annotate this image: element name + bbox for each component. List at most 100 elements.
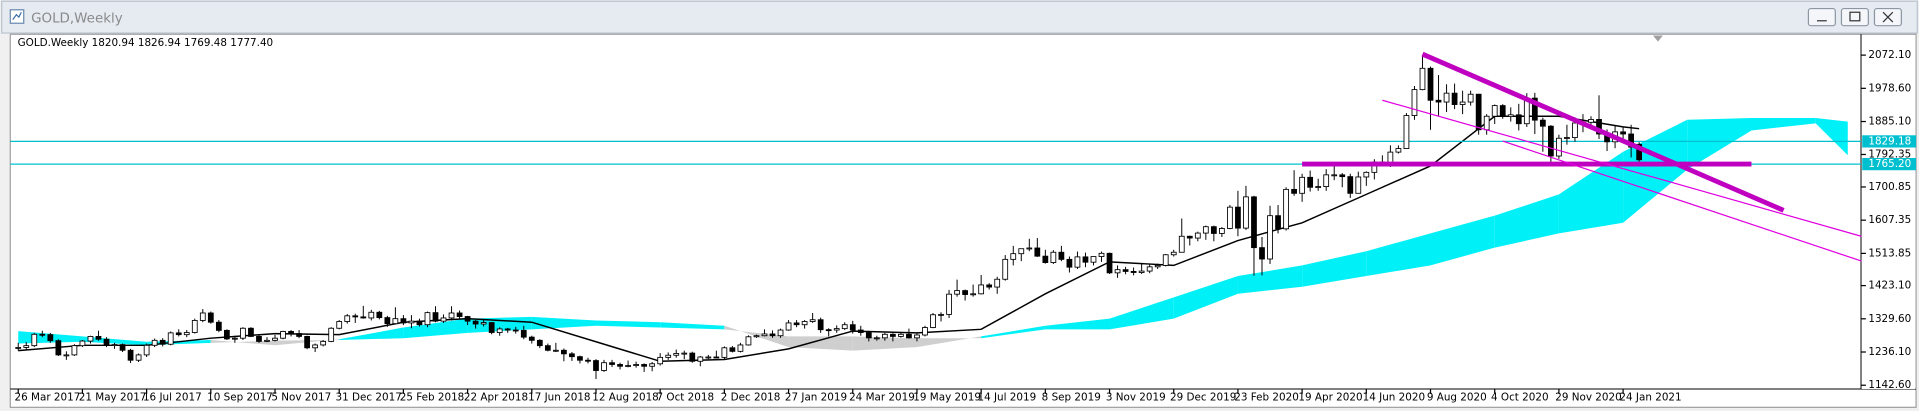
candle-body	[1202, 226, 1209, 234]
candle-body	[793, 322, 800, 326]
x-tick-label: 23 Feb 2020	[1234, 392, 1299, 404]
candle-body	[1082, 256, 1089, 263]
x-tick-label: 29 Nov 2020	[1555, 392, 1621, 404]
trendline	[1382, 99, 1864, 238]
candle-body	[1403, 115, 1410, 149]
candle-body	[1451, 92, 1458, 105]
candle-body	[408, 320, 415, 324]
candle-body	[183, 332, 190, 336]
candle-body	[1539, 119, 1546, 127]
candle-body	[970, 293, 977, 296]
candle-body	[737, 344, 744, 352]
candle-body	[890, 333, 896, 337]
candle-body	[1315, 186, 1322, 188]
candle-body	[151, 339, 158, 346]
candle-body	[424, 312, 431, 326]
candle-body	[1074, 256, 1081, 268]
candle-body	[753, 335, 760, 338]
y-tick-label: 1607.35	[1868, 214, 1911, 226]
candle-body	[312, 344, 319, 349]
candle-body	[1411, 89, 1418, 116]
candle-body	[1427, 67, 1434, 101]
candle-body	[536, 339, 543, 347]
y-tick-label: 1142.60	[1868, 379, 1911, 391]
candle-body	[841, 324, 848, 330]
price-label-box	[1862, 135, 1917, 148]
candle-body	[938, 313, 944, 316]
candle-body	[881, 333, 888, 339]
y-tick-label: 2072.10	[1868, 49, 1911, 61]
candle-body	[1556, 137, 1562, 157]
candle-body	[280, 331, 286, 339]
ichimoku-cloud	[1302, 251, 1367, 287]
axis-cover	[1861, 35, 1916, 389]
candle-body	[633, 364, 639, 366]
candle-body	[215, 321, 222, 331]
x-tick-label: 5 Nov 2017	[271, 392, 331, 404]
candle-body	[143, 344, 150, 356]
candle-body	[625, 365, 631, 367]
candle-body	[825, 329, 832, 332]
candle-body	[1299, 176, 1305, 194]
x-tick-label: 14 Jun 2020	[1363, 392, 1425, 404]
candle-body	[673, 353, 680, 356]
candle-body	[79, 340, 86, 347]
y-tick-label: 1978.60	[1868, 82, 1911, 94]
x-tick-label: 22 Apr 2018	[464, 392, 528, 404]
candle-body	[873, 337, 880, 340]
x-tick-label: 29 Dec 2019	[1170, 392, 1236, 404]
candle-body	[946, 293, 952, 315]
y-tick-label: 1792.35	[1868, 148, 1911, 160]
minimize-button[interactable]	[1807, 7, 1836, 27]
candle-body	[585, 359, 591, 362]
candle-body	[922, 327, 928, 336]
candle-body	[1499, 105, 1506, 118]
candle-body	[544, 345, 551, 351]
candle-body	[1146, 266, 1153, 272]
candle-body	[1395, 148, 1402, 153]
candle-body	[240, 327, 246, 339]
candle-body	[127, 349, 134, 361]
x-tick-label: 31 Dec 2017	[336, 392, 402, 404]
candle-body	[296, 333, 302, 337]
y-tick-label: 1423.10	[1868, 280, 1911, 292]
candle-body	[849, 324, 856, 331]
candle-body	[857, 329, 864, 333]
ichimoku-cloud	[1173, 276, 1238, 319]
candle-body	[1564, 137, 1570, 139]
candle-body	[1114, 269, 1121, 274]
x-tick-label: 3 Nov 2019	[1106, 392, 1166, 404]
candle-body	[994, 278, 1001, 288]
candle-body	[1355, 176, 1362, 194]
candle-body	[1130, 271, 1137, 273]
candle-body	[729, 347, 736, 352]
candle-body	[71, 345, 78, 356]
restore-button[interactable]	[1840, 7, 1869, 27]
candle-body	[288, 331, 294, 335]
candle-body	[898, 333, 904, 337]
candle-body	[954, 290, 960, 295]
candle-body	[496, 328, 503, 333]
x-tick-label: 7 Oct 2018	[657, 392, 715, 404]
candle-body	[304, 335, 310, 349]
candle-body	[1531, 97, 1538, 121]
candle-body	[665, 354, 672, 358]
candle-body	[1347, 176, 1354, 194]
candle-body	[1219, 228, 1225, 234]
candle-body	[1331, 174, 1338, 177]
candle-body	[745, 336, 752, 346]
x-tick-label: 8 Sep 2019	[1042, 392, 1101, 404]
candle-body	[39, 333, 46, 336]
ichimoku-cloud	[660, 322, 725, 330]
ichimoku-cloud	[339, 327, 404, 340]
x-tick-label: 12 Aug 2018	[592, 392, 658, 404]
ichimoku-cloud	[595, 320, 661, 328]
candle-body	[1034, 247, 1041, 257]
window-icon	[9, 9, 25, 24]
ichimoku-cloud	[1045, 318, 1110, 330]
candle-body	[1235, 206, 1241, 229]
candle-body	[336, 321, 343, 329]
y-tick-label: 1513.85	[1868, 247, 1911, 259]
y-tick-label: 1329.60	[1868, 313, 1911, 325]
candle-body	[1210, 226, 1217, 234]
